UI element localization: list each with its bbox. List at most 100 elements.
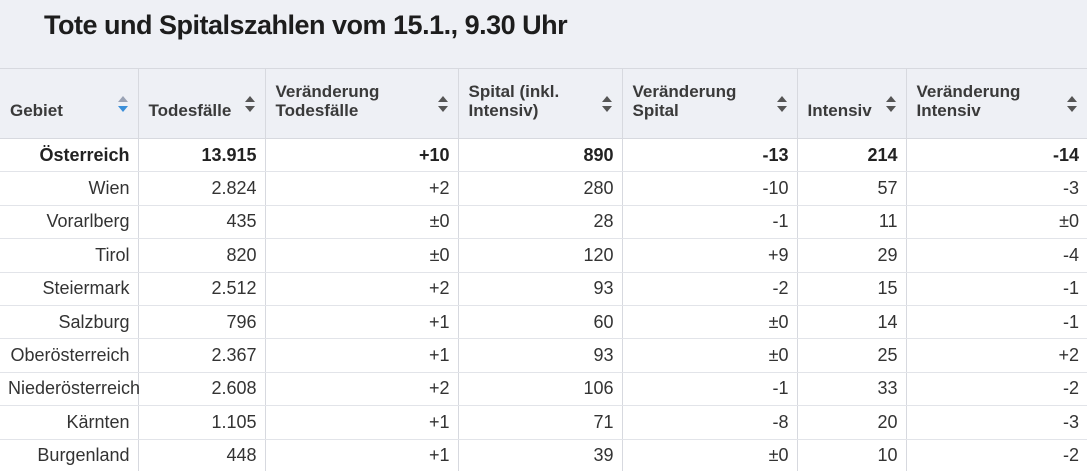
sort-arrows-icon[interactable] [601, 96, 612, 112]
table-cell: 796 [137, 305, 265, 340]
table-cell: 28 [457, 205, 622, 240]
table-cell: 29 [796, 238, 906, 273]
table-cell: +1 [264, 439, 458, 471]
table-cell: 93 [457, 338, 622, 373]
title-band [0, 0, 1087, 68]
table-cell: ±0 [621, 439, 797, 471]
table-cell: 890 [457, 138, 622, 173]
table-cell: 57 [796, 171, 906, 206]
table-cell: 14 [796, 305, 906, 340]
page-title: Tote und Spitalszahlen vom 15.1., 9.30 U… [44, 10, 568, 40]
column-header-label: Todesfälle [148, 101, 232, 120]
table-row: Vorarlberg 435 ±0 28 -1 11 ±0 [0, 205, 1087, 240]
table-cell: 60 [457, 305, 622, 340]
table-row: Salzburg 796 +1 60 ±0 14 -1 [0, 305, 1087, 340]
table-cell-region: Kärnten [0, 405, 138, 440]
table-cell: -3 [905, 171, 1087, 206]
column-header-label: Gebiet [10, 101, 63, 120]
sort-arrows-icon[interactable] [776, 96, 787, 112]
table-cell: 11 [796, 205, 906, 240]
table-cell: 820 [137, 238, 265, 273]
table-cell: -8 [621, 405, 797, 440]
table-cell: +2 [905, 338, 1087, 373]
sort-arrows-icon[interactable] [244, 96, 255, 112]
table-cell-region: Niederösterreich [0, 372, 140, 407]
table-cell: 71 [457, 405, 622, 440]
table-cell: -1 [905, 305, 1087, 340]
table-cell-region: Vorarlberg [0, 205, 138, 240]
table-cell: ±0 [905, 205, 1087, 240]
table-row: Burgenland 448 +1 39 ±0 10 -2 [0, 439, 1087, 471]
column-header-label: Veränderung Todesfälle [275, 82, 380, 120]
table-cell: 2.608 [137, 372, 265, 407]
column-header-veraenderung-intensiv[interactable]: Veränderung Intensiv [905, 68, 1087, 139]
table-cell: ±0 [264, 205, 458, 240]
table-cell: ±0 [621, 338, 797, 373]
table-cell: 2.367 [137, 338, 265, 373]
table-cell: -2 [905, 439, 1087, 471]
table-cell: +1 [264, 305, 458, 340]
column-header-gebiet[interactable]: Gebiet [0, 68, 138, 139]
sort-descending-icon[interactable] [117, 96, 128, 112]
table-cell: +9 [621, 238, 797, 273]
sort-arrows-icon[interactable] [1067, 96, 1077, 112]
table-cell: +1 [264, 338, 458, 373]
table-cell: 280 [457, 171, 622, 206]
table-cell: -13 [621, 138, 797, 173]
column-header-label: Veränderung Spital [632, 82, 737, 120]
table-cell: +2 [264, 171, 458, 206]
table-cell-region: Wien [0, 171, 138, 206]
table-cell: -1 [905, 272, 1087, 306]
table-cell: 2.512 [137, 272, 265, 306]
column-header-veraenderung-todesfaelle[interactable]: Veränderung Todesfälle [264, 68, 458, 139]
table-cell: 106 [457, 372, 622, 407]
table-cell: -1 [621, 372, 797, 407]
table-cell: ±0 [621, 305, 797, 340]
table-cell: 25 [796, 338, 906, 373]
table-cell: 435 [137, 205, 265, 240]
table-cell: -14 [905, 138, 1087, 173]
table-row: Tirol 820 ±0 120 +9 29 -4 [0, 238, 1087, 273]
table-cell-region: Österreich [0, 138, 138, 173]
column-header-intensiv[interactable]: Intensiv [796, 68, 906, 139]
column-header-label: Intensiv [807, 101, 872, 120]
table-cell: -2 [621, 272, 797, 306]
column-header-label: Spital (inkl. Intensiv) [468, 82, 560, 120]
table-cell-region: Burgenland [0, 439, 138, 471]
column-header-label: Veränderung Intensiv [916, 82, 1021, 120]
table-row-total: Österreich 13.915 +10 890 -13 214 -14 [0, 138, 1087, 173]
table-cell: +10 [264, 138, 458, 173]
table-row: Kärnten 1.105 +1 71 -8 20 -3 [0, 405, 1087, 440]
header-row: Gebiet Todesfälle Veränderung Todesfälle… [0, 68, 1087, 139]
column-header-veraenderung-spital[interactable]: Veränderung Spital [621, 68, 797, 139]
column-header-spital[interactable]: Spital (inkl. Intensiv) [457, 68, 622, 139]
table-cell: 20 [796, 405, 906, 440]
table-cell: 1.105 [137, 405, 265, 440]
table-row: Niederösterreich 2.608 +2 106 -1 33 -2 [0, 372, 1087, 407]
table-cell: 13.915 [137, 138, 265, 173]
table-cell-region: Tirol [0, 238, 138, 273]
sort-arrows-icon[interactable] [885, 96, 896, 112]
table-cell: 39 [457, 439, 622, 471]
table-cell-region: Steiermark [0, 272, 138, 306]
data-table: Gebiet Todesfälle Veränderung Todesfälle… [0, 68, 1087, 471]
table-cell: 10 [796, 439, 906, 471]
column-header-todesfaelle[interactable]: Todesfälle [137, 68, 265, 139]
table-row: Wien 2.824 +2 280 -10 57 -3 [0, 171, 1087, 206]
table-cell: 33 [796, 372, 906, 407]
table-cell: -3 [905, 405, 1087, 440]
table-cell: -10 [621, 171, 797, 206]
table-cell: -1 [621, 205, 797, 240]
table-cell: -4 [905, 238, 1087, 273]
table-row: Oberösterreich 2.367 +1 93 ±0 25 +2 [0, 338, 1087, 373]
sort-arrows-icon[interactable] [437, 96, 448, 112]
table-row: Steiermark 2.512 +2 93 -2 15 -1 [0, 272, 1087, 306]
table-cell: 93 [457, 272, 622, 306]
table-cell: 2.824 [137, 171, 265, 206]
table-cell: ±0 [264, 238, 458, 273]
table-cell-region: Salzburg [0, 305, 138, 340]
table-cell: +2 [264, 272, 458, 306]
table-cell: 214 [796, 138, 906, 173]
table-cell: +2 [264, 372, 458, 407]
table-cell: 15 [796, 272, 906, 306]
